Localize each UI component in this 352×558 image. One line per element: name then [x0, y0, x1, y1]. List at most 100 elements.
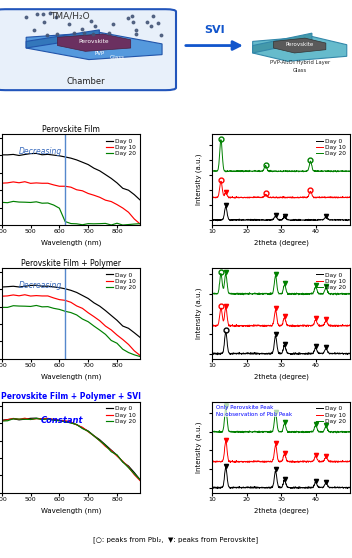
Day 20 [57, 205, 62, 211]
Day 10 [5, 416, 10, 423]
Day 10 [103, 197, 108, 204]
Day 10 [29, 416, 33, 423]
Day 10 [224, 437, 228, 444]
Day 20 [17, 416, 21, 422]
Line: Day 0: Day 0 [212, 468, 350, 489]
Polygon shape [253, 36, 347, 61]
X-axis label: 2theta (degree): 2theta (degree) [254, 507, 309, 514]
Day 10 [69, 299, 73, 306]
Day 10 [51, 181, 56, 188]
Day 20 [115, 340, 119, 347]
Day 20 [210, 168, 214, 175]
Y-axis label: Intensity (a.u.): Intensity (a.u.) [196, 288, 202, 339]
Day 0 [75, 157, 79, 163]
Day 0 [314, 346, 319, 353]
Day 10 [292, 323, 296, 329]
Day 20 [291, 291, 296, 297]
Day 10 [23, 415, 27, 422]
Day 0 [246, 217, 250, 223]
Day 10 [126, 341, 131, 348]
X-axis label: 2theta (degree): 2theta (degree) [254, 373, 309, 380]
Day 20 [51, 305, 56, 312]
Title: Perovskite Film + Polymer + SVI: Perovskite Film + Polymer + SVI [1, 392, 141, 402]
Day 10 [69, 418, 73, 425]
Day 10 [234, 323, 239, 329]
Legend: Day 0, Day 10, Day 20: Day 0, Day 10, Day 20 [105, 137, 137, 157]
Day 0 [17, 416, 21, 423]
Day 10 [115, 331, 119, 338]
X-axis label: Wavelength (nm): Wavelength (nm) [41, 239, 101, 246]
Day 0 [69, 420, 73, 426]
Day 0 [46, 283, 50, 290]
Day 10 [138, 220, 142, 227]
Day 20 [92, 220, 96, 227]
Day 10 [132, 215, 136, 222]
Day 10 [126, 209, 131, 215]
Day 10 [51, 295, 56, 301]
Text: Decreasing: Decreasing [18, 281, 62, 290]
Line: Day 10: Day 10 [212, 440, 350, 463]
Day 10 [109, 448, 113, 454]
Day 0 [121, 185, 125, 191]
Line: Day 0: Day 0 [2, 153, 140, 200]
Day 10 [75, 302, 79, 309]
Day 10 [210, 323, 214, 329]
Day 0 [51, 416, 56, 423]
Day 10 [46, 292, 50, 299]
Day 20 [23, 199, 27, 205]
Legend: Day 0, Day 10, Day 20: Day 0, Day 10, Day 20 [315, 271, 347, 291]
Day 0 [314, 217, 319, 224]
Day 10 [290, 195, 294, 201]
Day 20 [51, 201, 56, 208]
Day 0 [273, 335, 277, 341]
Day 0 [11, 283, 15, 290]
Line: Day 0: Day 0 [212, 206, 350, 221]
Line: Day 10: Day 10 [2, 182, 140, 224]
Day 0 [210, 351, 214, 358]
Day 0 [0, 151, 4, 158]
Day 10 [290, 459, 294, 466]
Day 10 [0, 417, 4, 424]
Day 10 [348, 194, 352, 200]
Day 10 [92, 192, 96, 199]
Day 0 [63, 153, 67, 160]
FancyBboxPatch shape [0, 9, 176, 90]
Day 20 [5, 304, 10, 311]
Day 20 [46, 304, 50, 310]
Day 0 [69, 287, 73, 294]
Day 10 [290, 324, 294, 330]
Line: Day 20: Day 20 [212, 140, 350, 172]
Y-axis label: Intensity (a.u.): Intensity (a.u.) [196, 154, 202, 205]
Day 20 [63, 308, 67, 315]
Day 20 [80, 316, 84, 323]
Day 20 [17, 199, 21, 205]
Day 10 [303, 458, 307, 464]
Text: [○: peaks from PbI₂,  ▼: peaks from Perovskite]: [○: peaks from PbI₂, ▼: peaks from Perov… [93, 537, 259, 543]
Day 10 [23, 291, 27, 298]
Day 0 [75, 289, 79, 296]
Day 10 [98, 437, 102, 444]
Day 20 [348, 429, 352, 435]
Day 20 [302, 168, 307, 175]
Day 20 [86, 428, 90, 435]
Day 20 [132, 220, 136, 227]
Day 20 [40, 200, 44, 206]
Day 10 [234, 194, 239, 201]
Day 0 [29, 150, 33, 157]
Day 10 [138, 477, 142, 484]
Day 10 [34, 180, 38, 186]
Polygon shape [253, 33, 312, 53]
Day 20 [314, 168, 319, 175]
Day 10 [0, 293, 4, 300]
Day 20 [115, 220, 119, 227]
Day 10 [75, 421, 79, 428]
Day 20 [98, 437, 102, 444]
Day 10 [92, 313, 96, 320]
Day 10 [5, 292, 10, 299]
Day 10 [11, 415, 15, 422]
Day 0 [109, 175, 113, 182]
Day 0 [109, 447, 113, 454]
Day 20 [103, 331, 108, 338]
Day 20 [51, 417, 56, 424]
Day 0 [40, 416, 44, 422]
